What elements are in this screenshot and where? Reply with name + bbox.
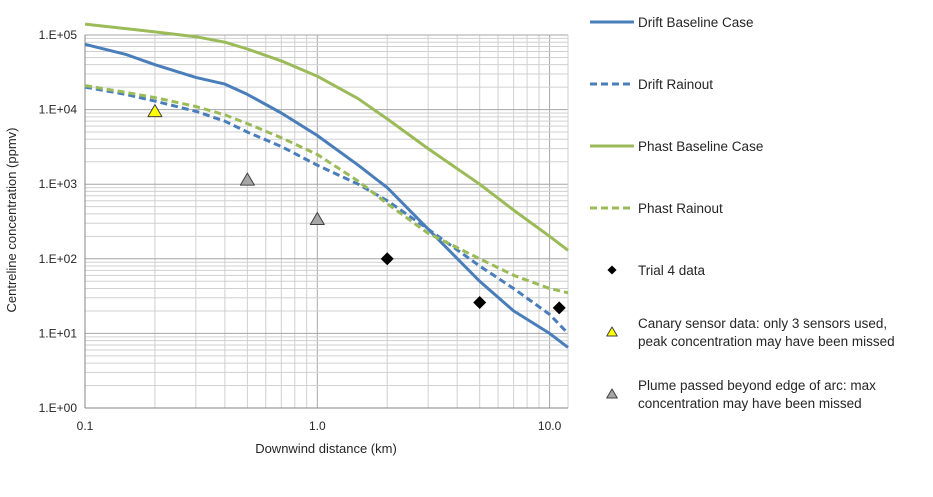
x-axis-label: Downwind distance (km) bbox=[255, 441, 397, 456]
series-line bbox=[84, 84, 569, 295]
data-point-triangle bbox=[147, 104, 163, 118]
plot-series bbox=[84, 22, 570, 349]
legend-label: Drift Baseline Case bbox=[638, 15, 754, 30]
grid bbox=[84, 34, 569, 409]
legend-marker bbox=[606, 388, 618, 399]
data-point-diamond bbox=[473, 295, 487, 309]
y-tick-label: 1.E+04 bbox=[39, 103, 78, 117]
series-line bbox=[84, 85, 570, 335]
y-tick-label: 1.E+00 bbox=[39, 401, 78, 415]
y-tick-label: 1.E+03 bbox=[39, 177, 78, 191]
y-tick-label: 1.E+02 bbox=[39, 252, 78, 266]
axis-ticks: 1.E+00 1.E+01 1.E+02 1.E+03 1.E+04 1.E+05 0.1 1… bbox=[39, 28, 562, 433]
data-point-triangle bbox=[309, 212, 325, 226]
y-tick-label: 1.E+05 bbox=[39, 28, 78, 42]
legend-label: Trial 4 data bbox=[638, 263, 706, 278]
legend-label: Plume passed beyond edge of arc: max bbox=[638, 378, 876, 393]
y-axis-label: Centreline concentration (ppmv) bbox=[4, 128, 19, 313]
legend-label: peak concentration may have been missed bbox=[638, 334, 895, 349]
series-line bbox=[84, 22, 569, 252]
plot-markers bbox=[147, 104, 566, 315]
x-tick-label: 1.0 bbox=[309, 419, 326, 433]
data-point-diamond bbox=[552, 301, 566, 315]
y-tick-label: 1.E+01 bbox=[39, 326, 78, 340]
legend-marker bbox=[606, 326, 618, 337]
series-line bbox=[84, 42, 569, 349]
x-tick-label: 0.1 bbox=[77, 419, 94, 433]
legend: Drift Baseline Case Drift Rainout Phast Ba… bbox=[590, 15, 895, 411]
x-tick-label: 10.0 bbox=[538, 419, 562, 433]
legend-marker bbox=[607, 265, 617, 275]
legend-label: Drift Rainout bbox=[638, 77, 713, 92]
data-point-diamond bbox=[380, 252, 394, 266]
legend-label: Phast Rainout bbox=[638, 201, 723, 216]
legend-label: Phast Baseline Case bbox=[638, 139, 763, 154]
legend-label: concentration may have been missed bbox=[638, 396, 862, 411]
data-point-triangle bbox=[239, 172, 255, 186]
legend-label: Canary sensor data: only 3 sensors used, bbox=[638, 316, 887, 331]
